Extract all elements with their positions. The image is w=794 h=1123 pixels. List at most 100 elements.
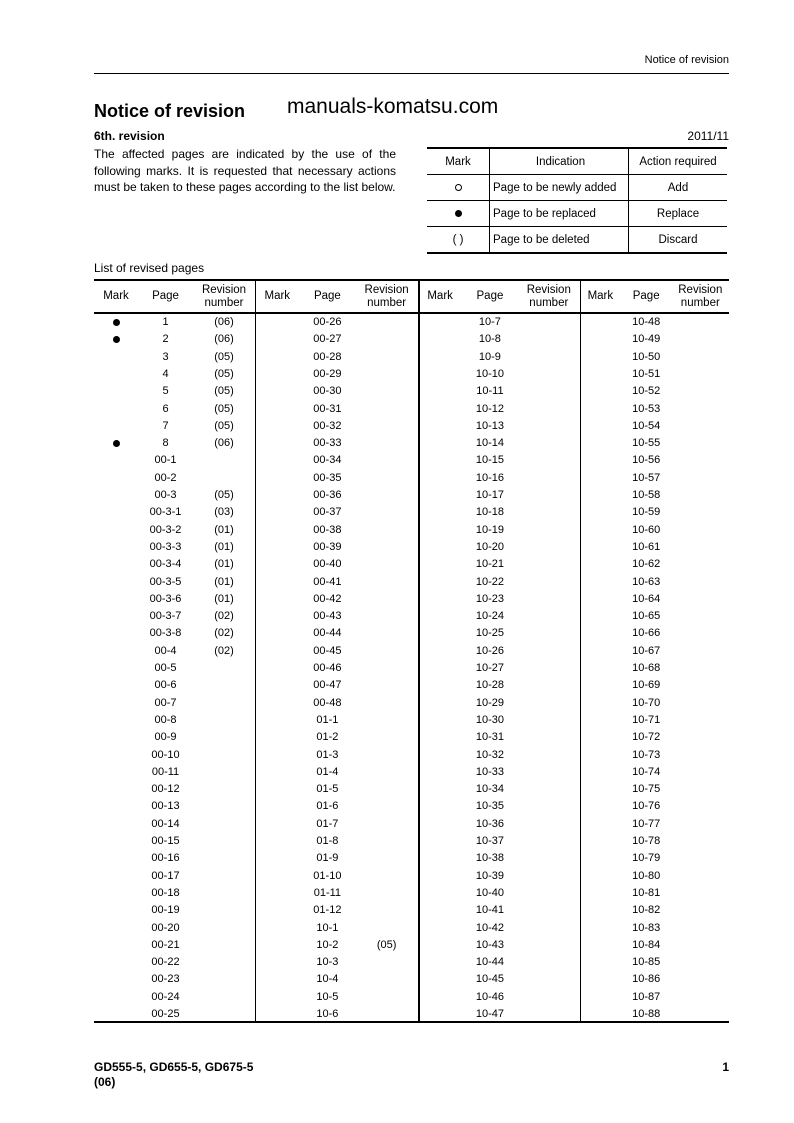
header-mark: Mark (264, 290, 291, 302)
row-page: 10-46 (475, 990, 504, 1003)
row-mark (418, 764, 462, 781)
row-revision (672, 798, 729, 815)
row-page: 10-36 (475, 817, 504, 830)
row-mark (418, 435, 462, 452)
row-mark (580, 989, 621, 1006)
row-revision (355, 591, 418, 608)
row-page: 10-27 (475, 662, 504, 674)
row-revision (672, 574, 729, 591)
row-revision (518, 868, 580, 885)
row-mark (255, 522, 300, 539)
legend-row: Page to be replaced Replace (427, 200, 727, 227)
row-mark (94, 625, 138, 642)
row-page: 00-3-7 (149, 610, 182, 623)
row-mark (94, 695, 138, 712)
row-mark (94, 401, 138, 418)
legend-row: Page to be newly added Add (427, 174, 727, 201)
row-revision: (03) (214, 506, 234, 519)
row-revision (672, 971, 729, 988)
row-revision (355, 331, 418, 348)
row-mark (418, 902, 462, 919)
row-page: 10-29 (475, 696, 504, 709)
row-mark (255, 591, 300, 608)
row-page: 10-3 (316, 956, 339, 969)
row-revision: (05) (214, 419, 234, 432)
row-page: 00-35 (313, 471, 342, 484)
row-mark (255, 435, 300, 452)
row-page: 10-10 (475, 367, 504, 380)
header-page: Page (152, 290, 179, 302)
row-page: 10-86 (632, 973, 661, 986)
row-mark (255, 937, 300, 954)
row-page: 00-1 (154, 454, 177, 467)
row-mark (255, 660, 300, 677)
row-revision (518, 989, 580, 1006)
row-revision (518, 954, 580, 971)
row-mark (580, 331, 621, 348)
row-page: 00-21 (151, 938, 180, 951)
row-page: 00-3-5 (149, 575, 182, 588)
row-page: 10-52 (632, 385, 661, 398)
row-revision (518, 816, 580, 833)
row-mark (255, 539, 300, 556)
row-revision (193, 971, 255, 988)
row-mark (580, 677, 621, 694)
row-revision (193, 850, 255, 867)
row-page: 00-48 (313, 696, 342, 709)
row-page: 10-19 (475, 523, 504, 536)
row-page: 00-29 (313, 367, 342, 380)
row-mark (418, 522, 462, 539)
row-revision (518, 574, 580, 591)
row-mark (418, 920, 462, 937)
row-mark (418, 504, 462, 521)
row-page: 00-18 (151, 886, 180, 899)
header-mark: Mark (427, 290, 453, 302)
row-revision (672, 747, 729, 764)
legend-header-indication: Indication (489, 147, 629, 175)
row-mark (94, 902, 138, 919)
row-revision (193, 660, 255, 677)
row-revision (355, 816, 418, 833)
row-page: 10-28 (475, 679, 504, 692)
row-mark (255, 781, 300, 798)
row-mark (418, 937, 462, 954)
row-revision: (05) (214, 489, 234, 501)
row-revision (355, 747, 418, 764)
header-mark: Mark (587, 290, 614, 302)
row-page: 10-17 (475, 489, 504, 501)
row-mark (94, 643, 138, 660)
row-page: 10-85 (632, 956, 661, 969)
row-page: 10-84 (632, 938, 661, 951)
row-page: 10-48 (632, 316, 661, 328)
row-revision (355, 885, 418, 902)
row-revision (518, 902, 580, 919)
legend-header-row: Mark Indication Action required (427, 147, 727, 175)
row-revision (518, 712, 580, 729)
row-revision (518, 971, 580, 988)
row-mark (418, 470, 462, 487)
row-revision: (01) (214, 558, 234, 571)
row-page: 00-12 (151, 783, 180, 796)
row-mark (580, 937, 621, 954)
header-page: Page (476, 290, 504, 302)
page-title: Notice of revision (94, 101, 246, 121)
row-mark (255, 487, 300, 504)
row-revision (355, 677, 418, 694)
row-revision (518, 383, 580, 400)
row-mark (255, 608, 300, 625)
row-revision (193, 677, 255, 694)
row-revision (355, 833, 418, 850)
row-page: 00-2 (154, 471, 177, 484)
row-revision (193, 781, 255, 798)
row-mark (94, 487, 138, 504)
row-revision (672, 677, 729, 694)
row-mark (580, 314, 621, 331)
row-page: 00-30 (313, 385, 342, 398)
row-page: 10-62 (632, 558, 661, 571)
row-page: 10-75 (632, 783, 661, 796)
row-mark (255, 798, 300, 815)
row-revision (355, 452, 418, 469)
row-mark (580, 798, 621, 815)
row-page: 10-71 (632, 713, 661, 726)
header-mark: Mark (103, 290, 129, 302)
